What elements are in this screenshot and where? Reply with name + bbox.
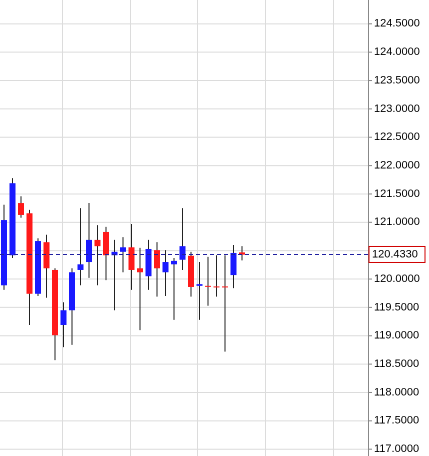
candle-body	[9, 183, 16, 256]
candle-body	[128, 247, 135, 270]
candle-body	[137, 268, 143, 273]
y-tick-label: 120.0000	[374, 273, 420, 285]
y-tick-label: 121.5000	[374, 188, 420, 200]
candle-body	[43, 242, 50, 269]
candle-body	[60, 310, 67, 325]
y-tick-label: 123.5000	[374, 74, 420, 86]
y-tick-label: 124.5000	[374, 18, 420, 30]
candle-body	[52, 269, 58, 336]
y-tick-label: 124.0000	[374, 46, 420, 58]
y-tick-label: 117.0000	[374, 443, 419, 455]
candle-body	[179, 246, 186, 260]
candle-body	[239, 252, 245, 255]
candle-body	[162, 262, 169, 273]
candle-body	[35, 241, 41, 294]
candle-body	[103, 231, 109, 256]
candle-body	[154, 250, 160, 269]
candle-body	[1, 220, 7, 286]
candle-body	[213, 286, 220, 288]
y-tick-label: 117.5000	[374, 415, 419, 427]
candle-body	[111, 251, 118, 256]
y-tick-label: 122.0000	[374, 160, 420, 172]
y-tick-label: 119.0000	[374, 330, 419, 342]
candle-body	[222, 286, 228, 288]
candle-body	[77, 264, 84, 270]
candle-body	[171, 260, 177, 265]
candle-body	[69, 272, 75, 311]
y-tick-label: 118.5000	[374, 358, 419, 370]
y-tick-label: 119.5000	[374, 301, 419, 313]
candle-body	[196, 284, 203, 286]
y-tick-label: 123.0000	[374, 103, 420, 115]
candle-body	[94, 239, 101, 247]
candle-body	[120, 247, 126, 252]
candle-body	[26, 213, 33, 294]
candle-body	[230, 252, 237, 276]
candle-body	[188, 255, 194, 287]
last-price-box	[368, 245, 426, 263]
candle-body	[18, 203, 24, 215]
y-tick-label: 121.0000	[374, 216, 420, 228]
vertical-grid	[62, 0, 334, 456]
candle-body	[86, 239, 92, 263]
last-price-label: 120.4330	[372, 248, 418, 260]
y-tick-label: 118.0000	[374, 386, 419, 398]
candle-body	[205, 285, 211, 287]
candle-body	[145, 248, 152, 277]
y-tick-label: 122.5000	[374, 131, 420, 143]
